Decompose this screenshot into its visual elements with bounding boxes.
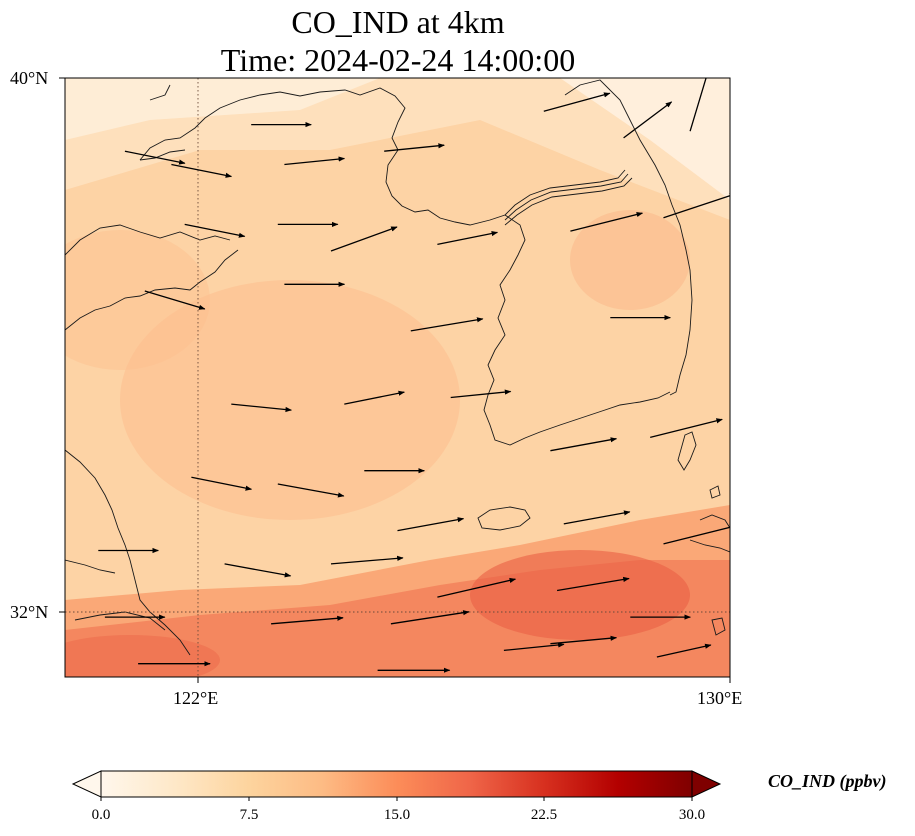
field-region-korea-east bbox=[570, 210, 690, 310]
chart-title-line-2: Time: 2024-02-24 14:00:00 bbox=[220, 42, 576, 78]
wind-vector bbox=[550, 437, 618, 452]
field-region-southwest-max bbox=[65, 635, 220, 677]
wind-vector bbox=[124, 150, 186, 165]
border-nk-china-3 bbox=[504, 177, 633, 226]
wind-vector bbox=[656, 643, 712, 658]
wind-vector bbox=[689, 78, 707, 132]
coast-korea-west bbox=[483, 214, 671, 446]
wind-vector bbox=[623, 101, 673, 139]
wind-vector bbox=[556, 576, 630, 592]
wind-vector bbox=[650, 418, 723, 439]
wind-vector bbox=[543, 92, 611, 112]
lat-label-32n: 32°N bbox=[10, 602, 49, 622]
wind-vector bbox=[663, 524, 730, 545]
colorbar-tick-label: 15.0 bbox=[383, 807, 411, 823]
wind-vector bbox=[390, 610, 470, 625]
colorbar-tick-label: 30.0 bbox=[678, 807, 706, 823]
coast-island-2 bbox=[711, 617, 726, 636]
wind-vector bbox=[330, 226, 398, 252]
coast-island-1 bbox=[709, 485, 721, 499]
wind-vector bbox=[330, 555, 404, 565]
lon-label-122e: 122°E bbox=[173, 688, 219, 708]
wind-vector bbox=[450, 389, 512, 399]
field-region-central bbox=[120, 280, 460, 520]
colorbar bbox=[71, 770, 722, 801]
wind-vector bbox=[271, 615, 344, 625]
field-region-northeast-light bbox=[560, 78, 730, 200]
colorbar-tick-label: 0.0 bbox=[91, 807, 111, 823]
axis-ticks bbox=[59, 77, 731, 683]
field-region-north-light bbox=[65, 78, 380, 140]
wind-vector bbox=[384, 143, 445, 152]
wind-vector bbox=[397, 517, 465, 532]
coast-bohai-top bbox=[149, 84, 171, 101]
wind-vector bbox=[277, 483, 345, 498]
wind-vector bbox=[144, 290, 206, 310]
wind-vector bbox=[224, 563, 292, 578]
wind-vector bbox=[503, 642, 565, 652]
colorbar-bar bbox=[100, 770, 693, 798]
wind-vector bbox=[171, 163, 233, 178]
coast-shandong bbox=[65, 249, 239, 331]
coast-liaodong bbox=[139, 87, 506, 226]
wind-vector bbox=[663, 193, 730, 219]
border-nk-china-2 bbox=[504, 173, 629, 221]
wind-vector bbox=[437, 230, 499, 246]
colorbar-ticks bbox=[100, 797, 693, 801]
wind-vector bbox=[410, 317, 484, 332]
colorbar-tick-label: 22.5 bbox=[530, 807, 558, 823]
coast-tsushima bbox=[677, 431, 697, 471]
wind-vector bbox=[570, 211, 644, 232]
colorbar-label: CO_IND (ppbv) bbox=[768, 771, 887, 791]
coast-kyushu-north bbox=[699, 514, 730, 529]
lat-label-40n: 40°N bbox=[10, 68, 49, 88]
wind-vector bbox=[284, 156, 346, 166]
border-nk-china bbox=[504, 169, 626, 216]
gridlines bbox=[65, 78, 730, 677]
field-region-west bbox=[65, 230, 210, 370]
coast-china-east bbox=[65, 449, 191, 656]
coast-kyushu bbox=[689, 539, 730, 553]
coast-bohai-north bbox=[65, 224, 231, 256]
wind-vector bbox=[191, 476, 253, 491]
wind-vectors bbox=[98, 78, 730, 673]
lon-label-130e: 130°E bbox=[697, 688, 743, 708]
coast-korea-east bbox=[564, 79, 693, 396]
wind-vector bbox=[344, 390, 405, 405]
wind-vector bbox=[231, 403, 292, 413]
wind-vector bbox=[437, 577, 517, 598]
coast-yangtze bbox=[65, 559, 116, 574]
wind-vector bbox=[184, 223, 246, 238]
field-region-south-max bbox=[470, 550, 690, 640]
wind-vector bbox=[563, 510, 631, 525]
coast-jeju bbox=[477, 506, 531, 531]
coast-liaodong-tip bbox=[139, 149, 186, 161]
plot-frame bbox=[64, 77, 731, 678]
colorbar-tick-label: 7.5 bbox=[239, 807, 259, 823]
colorbar-extend-min bbox=[71, 770, 102, 798]
chart-title-line-1: CO_IND at 4km bbox=[291, 4, 505, 40]
concentration-field bbox=[65, 78, 730, 677]
colorbar-extend-max bbox=[691, 770, 722, 798]
